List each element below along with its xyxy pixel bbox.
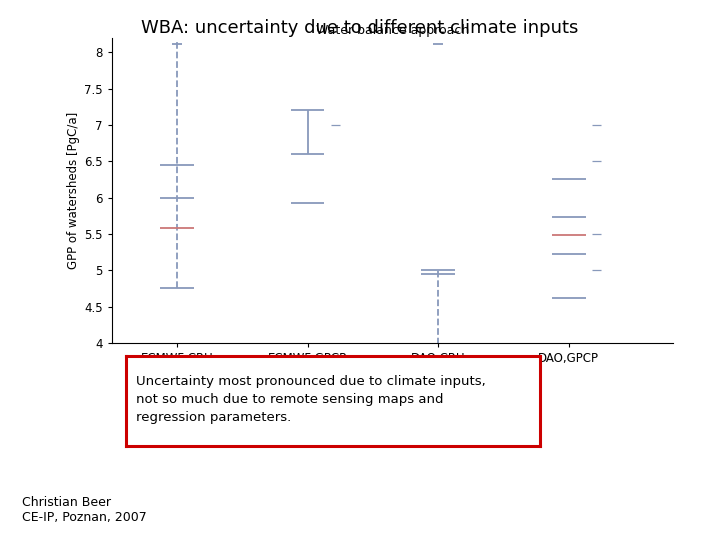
Text: Christian Beer
CE-IP, Poznan, 2007: Christian Beer CE-IP, Poznan, 2007 bbox=[22, 496, 146, 524]
Title: Water balance approach: Water balance approach bbox=[316, 24, 469, 37]
Y-axis label: GPP of watersheds [PgC/a]: GPP of watersheds [PgC/a] bbox=[67, 112, 80, 269]
X-axis label: Climate inputs: Climate inputs bbox=[347, 369, 438, 382]
Text: WBA: uncertainty due to different climate inputs: WBA: uncertainty due to different climat… bbox=[141, 19, 579, 37]
Text: Uncertainty most pronounced due to climate inputs,
not so much due to remote sen: Uncertainty most pronounced due to clima… bbox=[136, 375, 486, 424]
